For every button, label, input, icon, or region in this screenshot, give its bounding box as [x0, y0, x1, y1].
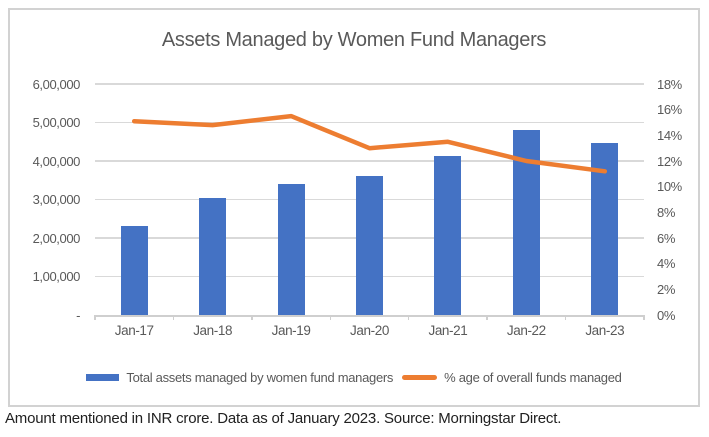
- x-axis-tick: [564, 315, 567, 320]
- plot-area: [95, 83, 644, 315]
- y-axis-left-tick-label: -: [76, 307, 80, 323]
- legend-item-line: % age of overall funds managed: [402, 370, 622, 385]
- footnote: Amount mentioned in INR crore. Data as o…: [5, 410, 562, 427]
- x-axis-tick-label: Jan-20: [350, 323, 389, 338]
- bar-series-swatch: [86, 374, 120, 381]
- bar: [199, 197, 227, 315]
- line-series-path: [131, 113, 608, 174]
- x-axis-tick: [94, 315, 96, 320]
- y-axis-right-tick-label: 16%: [657, 102, 682, 118]
- legend-label-bars: Total assets managed by women fund manag…: [126, 370, 394, 385]
- chart-container: Assets Managed by Women Fund Managers - 1…: [8, 8, 700, 407]
- y-axis-right-tick-label: 12%: [657, 153, 682, 169]
- x-axis-tick: [251, 315, 253, 320]
- y-axis-right-tick-label: 14%: [657, 127, 682, 143]
- bar-series-layer: [95, 84, 644, 315]
- line-series-swatch: [402, 375, 438, 380]
- gridline: [95, 83, 644, 85]
- x-axis-tick-label: Jan-19: [271, 323, 311, 338]
- bar: [120, 225, 148, 315]
- y-axis-left-tick-label: 5,00,000: [32, 115, 81, 130]
- x-axis-tick: [407, 315, 410, 320]
- y-axis-right-tick-label: 6%: [657, 230, 675, 246]
- y-axis-right-tick-label: 2%: [657, 281, 675, 297]
- y-axis-left-tick-label: 2,00,000: [32, 230, 81, 246]
- x-axis-tick: [643, 315, 645, 320]
- bar: [434, 156, 462, 315]
- legend-label-line: % age of overall funds managed: [444, 370, 622, 385]
- x-axis-tick: [172, 315, 175, 320]
- chart-title: Assets Managed by Women Fund Managers: [161, 29, 547, 51]
- bar: [277, 183, 305, 315]
- x-axis-tick-label: Jan-17: [114, 323, 154, 338]
- y-axis-left-tick-label: 3,00,000: [32, 192, 81, 207]
- y-axis-right-tick-label: 10%: [657, 179, 682, 195]
- x-axis-tick: [486, 315, 488, 320]
- x-axis-tick-label: Jan-23: [585, 323, 625, 338]
- y-axis-right-tick-label: 8%: [657, 204, 675, 220]
- x-axis-tick: [329, 315, 332, 320]
- y-axis-left-tick-label: 1,00,000: [32, 269, 81, 284]
- x-axis-line: [95, 315, 645, 317]
- x-axis-tick-label: Jan-22: [506, 323, 546, 338]
- x-axis-tick-label: Jan-18: [193, 323, 233, 338]
- y-axis-left-tick-label: 6,00,000: [32, 76, 81, 92]
- y-axis-left-tick-label: 4,00,000: [32, 153, 81, 169]
- line-series: [131, 113, 608, 174]
- legend-item-bars: Total assets managed by women fund manag…: [86, 370, 393, 385]
- gridline: [95, 160, 644, 162]
- y-axis-right-tick-label: 4%: [657, 256, 675, 272]
- legend: Total assets managed by women fund manag…: [10, 370, 698, 385]
- x-axis-tick-label: Jan-21: [428, 323, 468, 338]
- gridline: [95, 121, 644, 124]
- y-axis-right-tick-label: 0%: [657, 307, 675, 323]
- bar: [356, 176, 383, 315]
- y-axis-right-tick-label: 18%: [657, 76, 682, 92]
